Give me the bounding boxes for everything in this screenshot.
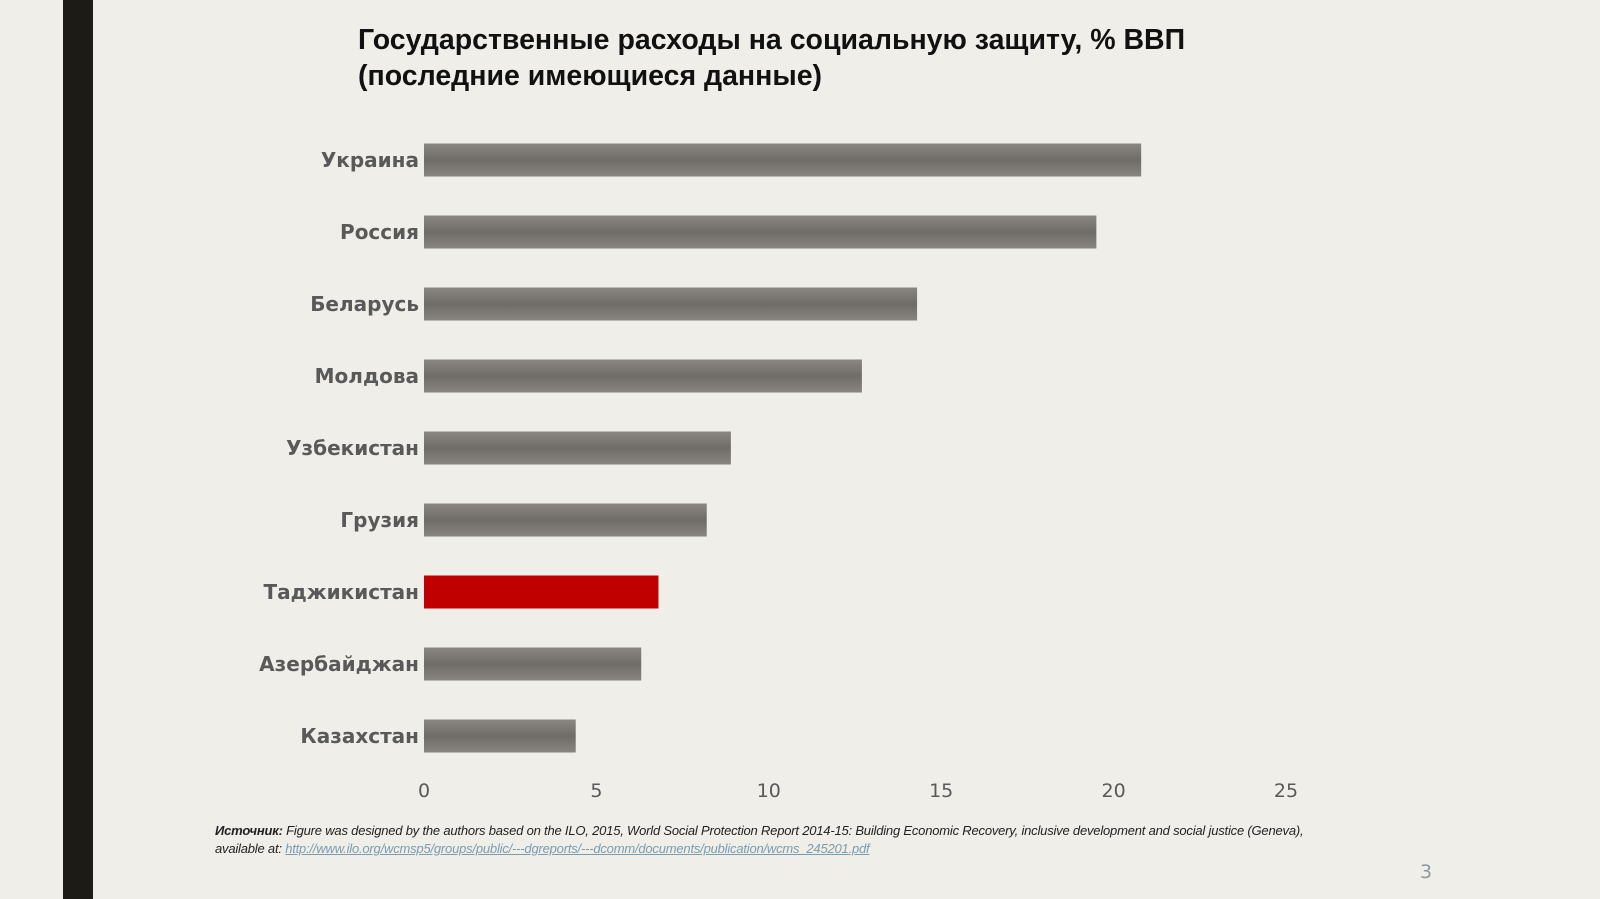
bars-layer: [424, 143, 1142, 753]
page-number: 3: [1420, 861, 1433, 883]
bar-6: [424, 503, 707, 537]
category-label: Узбекистан: [286, 436, 419, 460]
x-tick-label: 0: [418, 780, 430, 802]
x-tick-label: 5: [590, 780, 602, 802]
x-tick-label: 25: [1274, 780, 1298, 802]
bar-1: [424, 143, 1142, 177]
category-label: Молдова: [315, 364, 419, 388]
chart-title-line-1: Государственные расходы на социальную за…: [358, 24, 1186, 56]
category-label: Украина: [321, 148, 419, 172]
bar-9: [424, 719, 576, 753]
category-label: Таджикистан: [263, 580, 419, 604]
category-label: Азербайджан: [259, 652, 419, 676]
category-labels: Украина Россия Беларусь Молдова Узбекистан Гр…: [259, 148, 419, 748]
source-line-1: Источник: Figure was designed by the aut…: [215, 822, 1315, 840]
source-note: Источник: Figure was designed by the aut…: [215, 822, 1315, 858]
x-tick-label: 10: [757, 780, 781, 802]
x-tick-label: 20: [1102, 780, 1126, 802]
chart-title: Государственные расходы на социальную за…: [358, 22, 1358, 94]
bar-5: [424, 431, 731, 465]
bar-3: [424, 287, 918, 321]
category-label: Россия: [340, 220, 419, 244]
bar-4: [424, 359, 862, 393]
bar-8: [424, 647, 642, 681]
x-tick-label: 15: [929, 780, 953, 802]
x-axis-tick-labels: 0 5 10 15 20 25: [418, 780, 1298, 802]
category-label: Беларусь: [310, 292, 419, 316]
source-text: Figure was designed by the authors based…: [282, 823, 1304, 838]
bar-2: [424, 215, 1097, 249]
category-label: Грузия: [340, 508, 419, 532]
source-available-at: available at:: [215, 841, 286, 856]
decorative-left-bar: [63, 0, 93, 899]
source-line-2: available at: http://www.ilo.org/wcmsp5/…: [215, 840, 1315, 858]
source-link[interactable]: http://www.ilo.org/wcmsp5/groups/public/…: [285, 841, 870, 856]
category-label: Казахстан: [300, 724, 419, 748]
chart-title-line-2: (последние имеющиеся данные): [358, 60, 823, 92]
bar-7: [424, 575, 659, 609]
source-label: Источник:: [215, 823, 283, 838]
